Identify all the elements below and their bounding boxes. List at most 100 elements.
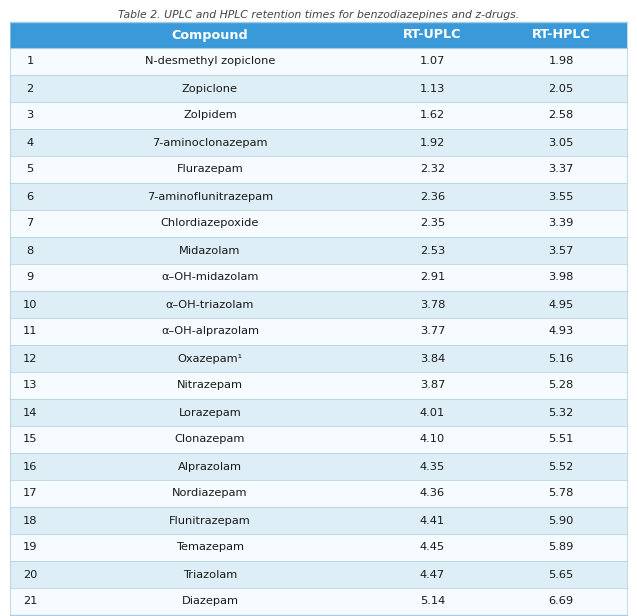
Text: 5.28: 5.28 [548, 381, 574, 391]
Text: 2.91: 2.91 [420, 272, 445, 283]
Text: 1.62: 1.62 [420, 110, 445, 121]
Text: 5.51: 5.51 [548, 434, 574, 445]
Text: 20: 20 [23, 570, 37, 580]
Text: 2.05: 2.05 [548, 84, 574, 94]
Bar [10, 210, 627, 237]
Text: 6.69: 6.69 [548, 596, 573, 607]
Text: α–OH-alprazolam: α–OH-alprazolam [161, 326, 259, 336]
Text: 4.95: 4.95 [548, 299, 574, 309]
Text: 1: 1 [26, 57, 34, 67]
Text: Temazepam: Temazepam [176, 543, 244, 553]
Text: 4.35: 4.35 [420, 461, 445, 471]
Bar [10, 426, 627, 453]
Text: 5.14: 5.14 [420, 596, 445, 607]
Text: Nordiazepam: Nordiazepam [172, 488, 248, 498]
Bar [10, 237, 627, 264]
Bar [10, 129, 627, 156]
Text: 3.87: 3.87 [420, 381, 445, 391]
Bar [10, 480, 627, 507]
Text: Compound: Compound [171, 28, 248, 41]
Text: 3: 3 [26, 110, 34, 121]
Text: 3.37: 3.37 [548, 164, 574, 174]
Text: RT-HPLC: RT-HPLC [531, 28, 590, 41]
Text: Oxazepam¹: Oxazepam¹ [178, 354, 243, 363]
Text: 2.58: 2.58 [548, 110, 574, 121]
Text: α–OH-midazolam: α–OH-midazolam [161, 272, 259, 283]
Text: 15: 15 [23, 434, 37, 445]
Text: 16: 16 [23, 461, 37, 471]
Text: 4.41: 4.41 [420, 516, 445, 525]
Text: 2.36: 2.36 [420, 192, 445, 201]
Text: 14: 14 [23, 408, 37, 418]
Text: Triazolam: Triazolam [183, 570, 237, 580]
Text: 5.16: 5.16 [548, 354, 574, 363]
Text: 3.78: 3.78 [420, 299, 445, 309]
Text: 3.98: 3.98 [548, 272, 574, 283]
Text: 1.07: 1.07 [420, 57, 445, 67]
Text: Diazepam: Diazepam [182, 596, 238, 607]
Text: 7: 7 [26, 219, 34, 229]
Text: 2.35: 2.35 [420, 219, 445, 229]
Bar [10, 102, 627, 129]
Text: 3.39: 3.39 [548, 219, 574, 229]
Text: 7-aminoclonazepam: 7-aminoclonazepam [152, 137, 268, 147]
Text: 1.13: 1.13 [420, 84, 445, 94]
Bar [10, 264, 627, 291]
Text: 4: 4 [27, 137, 34, 147]
Text: Alprazolam: Alprazolam [178, 461, 242, 471]
Text: 4.93: 4.93 [548, 326, 574, 336]
Text: 2.32: 2.32 [420, 164, 445, 174]
Text: 8: 8 [26, 246, 34, 256]
Text: 2.53: 2.53 [420, 246, 445, 256]
Bar [10, 291, 627, 318]
Text: 4.10: 4.10 [420, 434, 445, 445]
Bar [10, 318, 627, 345]
Bar [10, 156, 627, 183]
Text: 19: 19 [23, 543, 37, 553]
Text: Flunitrazepam: Flunitrazepam [169, 516, 251, 525]
Bar [10, 22, 627, 48]
Text: 6: 6 [27, 192, 34, 201]
Text: 10: 10 [23, 299, 37, 309]
Text: 5.78: 5.78 [548, 488, 574, 498]
Text: 4.01: 4.01 [420, 408, 445, 418]
Bar [10, 507, 627, 534]
Text: 5.65: 5.65 [548, 570, 574, 580]
Bar [10, 48, 627, 75]
Text: 1.98: 1.98 [548, 57, 574, 67]
Text: Clonazepam: Clonazepam [175, 434, 245, 445]
Text: Nitrazepam: Nitrazepam [177, 381, 243, 391]
Bar [10, 183, 627, 210]
Text: 4.36: 4.36 [420, 488, 445, 498]
Bar [10, 372, 627, 399]
Text: 3.05: 3.05 [548, 137, 574, 147]
Text: Zolpidem: Zolpidem [183, 110, 237, 121]
Text: Table 2. UPLC and HPLC retention times for benzodiazepines and z-drugs.: Table 2. UPLC and HPLC retention times f… [118, 10, 519, 20]
Text: α–OH-triazolam: α–OH-triazolam [166, 299, 254, 309]
Text: 21: 21 [23, 596, 37, 607]
Bar [10, 75, 627, 102]
Text: 2: 2 [27, 84, 34, 94]
Bar [10, 561, 627, 588]
Text: 12: 12 [23, 354, 37, 363]
Text: 11: 11 [23, 326, 37, 336]
Text: 3.55: 3.55 [548, 192, 574, 201]
Text: 1.92: 1.92 [420, 137, 445, 147]
Text: 5.52: 5.52 [548, 461, 574, 471]
Text: 3.57: 3.57 [548, 246, 574, 256]
Text: 7-aminoflunitrazepam: 7-aminoflunitrazepam [147, 192, 273, 201]
Text: Lorazepam: Lorazepam [178, 408, 241, 418]
Bar [10, 453, 627, 480]
Text: RT-UPLC: RT-UPLC [403, 28, 462, 41]
Text: 4.45: 4.45 [420, 543, 445, 553]
Text: 17: 17 [23, 488, 37, 498]
Text: Flurazepam: Flurazepam [176, 164, 243, 174]
Text: 13: 13 [23, 381, 37, 391]
Text: 5.90: 5.90 [548, 516, 574, 525]
Bar [10, 345, 627, 372]
Text: Zopiclone: Zopiclone [182, 84, 238, 94]
Text: 9: 9 [26, 272, 34, 283]
Text: 5: 5 [26, 164, 34, 174]
Text: N-desmethyl zopiclone: N-desmethyl zopiclone [145, 57, 275, 67]
Bar [10, 399, 627, 426]
